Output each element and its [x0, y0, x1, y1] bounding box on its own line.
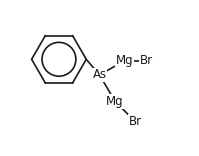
Text: Mg: Mg	[106, 95, 124, 108]
Text: Br: Br	[140, 54, 153, 67]
Text: Br: Br	[129, 115, 142, 128]
Text: Mg: Mg	[116, 54, 133, 67]
Text: As: As	[93, 68, 106, 81]
